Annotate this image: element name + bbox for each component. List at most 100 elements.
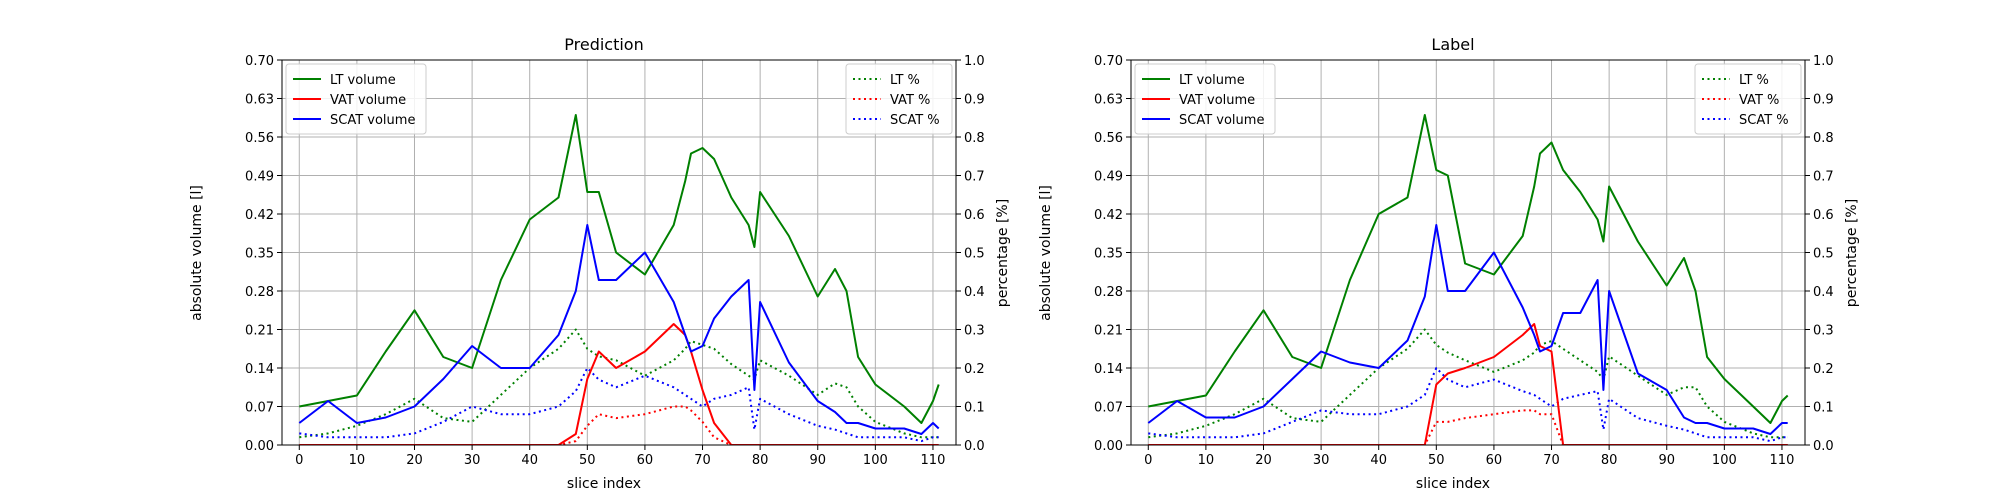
y-tick-label-right: 0.0 [964, 439, 985, 454]
x-tick-label: 60 [1486, 453, 1503, 468]
x-tick-label: 90 [1658, 453, 1675, 468]
y-tick-label-left: 0.21 [1094, 324, 1123, 339]
y-tick-label-left: 0.63 [1094, 93, 1123, 108]
legend-box [1134, 63, 1276, 135]
y-tick-label-left: 0.56 [1094, 131, 1123, 146]
x-tick-label: 90 [809, 453, 826, 468]
y-axis-title-left: absolute volume [l] [189, 185, 205, 321]
legend-box [845, 63, 953, 135]
legend-volume: LT volume VAT volume SCAT volume [1134, 63, 1276, 135]
y-tick-label-right: 0.4 [964, 285, 985, 300]
x-tick-label: 110 [1770, 453, 1795, 468]
y-tick-label-right: 0.9 [964, 93, 985, 108]
y-tick-label-left: 0.14 [1094, 362, 1123, 377]
y-tick-label-right: 0.7 [964, 170, 985, 185]
x-tick-label: 20 [406, 453, 423, 468]
y-tick-label-right: 0.7 [1813, 170, 1834, 185]
legend-box [1694, 63, 1802, 135]
legend-label: SCAT volume [330, 113, 415, 128]
legend-label: LT % [890, 73, 920, 88]
chart-panel-prediction: Prediction slice index absolute volume [… [189, 35, 1011, 492]
y-tick-label-right: 0.5 [1813, 247, 1834, 262]
series-line-lt [299, 328, 939, 439]
chart-title: Prediction [564, 35, 643, 54]
x-tick-label: 40 [1370, 453, 1387, 468]
legend-label: LT volume [330, 73, 396, 88]
y-tick-label-right: 0.8 [964, 131, 985, 146]
y-tick-label-left: 0.42 [1094, 208, 1123, 223]
x-tick-label: 40 [521, 453, 538, 468]
x-tick-label: 20 [1255, 453, 1272, 468]
y-tick-label-left: 0.70 [245, 54, 274, 69]
y-tick-label-left: 0.63 [245, 93, 274, 108]
legend-percentage: LT % VAT % SCAT % [845, 63, 953, 135]
series-line-scat-volume [298, 224, 940, 435]
x-axis-title: slice index [1416, 476, 1490, 492]
y-tick-label-left: 0.07 [1094, 401, 1123, 416]
x-tick-label: 70 [694, 453, 711, 468]
y-tick-label-right: 0.2 [964, 362, 985, 377]
y-axis-title-right: percentage [%] [1844, 199, 1860, 307]
x-tick-label: 10 [349, 453, 366, 468]
series-line-scat-volume [1147, 224, 1788, 435]
y-tick-label-right: 0.3 [964, 324, 985, 339]
y-tick-label-left: 0.56 [245, 131, 274, 146]
legend-volume: LT volume VAT volume SCAT volume [285, 63, 427, 135]
y-tick-label-left: 0.00 [1094, 439, 1123, 454]
x-tick-label: 0 [295, 453, 303, 468]
y-tick-label-left: 0.70 [1094, 54, 1123, 69]
y-tick-label-right: 0.9 [1813, 93, 1834, 108]
x-tick-label: 30 [1313, 453, 1330, 468]
legend-label: LT volume [1179, 73, 1245, 88]
x-tick-label: 0 [1144, 453, 1152, 468]
x-tick-label: 100 [1712, 453, 1737, 468]
y-tick-label-right: 0.2 [1813, 362, 1834, 377]
series-line-lt-volume [1148, 114, 1789, 424]
y-tick-label-left: 0.49 [1094, 170, 1123, 185]
chart-panel-label: Label slice index absolute volume [l] pe… [1038, 35, 1860, 492]
legend-label: VAT volume [1179, 93, 1255, 108]
y-tick-label-right: 0.1 [964, 401, 985, 416]
x-axis-title: slice index [567, 476, 641, 492]
legend-label: LT % [1739, 73, 1769, 88]
y-tick-label-left: 0.35 [1094, 247, 1123, 262]
y-axis-title-right: percentage [%] [995, 199, 1011, 307]
legend-label: SCAT % [1739, 113, 1789, 128]
y-tick-label-left: 0.14 [245, 362, 274, 377]
x-tick-label: 50 [579, 453, 596, 468]
y-tick-label-left: 0.35 [245, 247, 274, 262]
series-line-scat [299, 367, 939, 443]
legend-label: SCAT % [890, 113, 940, 128]
legend-label: VAT volume [330, 93, 406, 108]
series-lines [1147, 114, 1789, 445]
x-tick-label: 70 [1543, 453, 1560, 468]
series-lines [298, 114, 940, 445]
y-tick-label-left: 0.49 [245, 170, 274, 185]
legend-label: VAT % [1739, 93, 1779, 108]
x-tick-label: 110 [921, 453, 946, 468]
y-tick-label-right: 0.8 [1813, 131, 1834, 146]
y-tick-label-left: 0.28 [1094, 285, 1123, 300]
series-line-lt [1148, 328, 1788, 439]
x-tick-label: 50 [1428, 453, 1445, 468]
legend-label: SCAT volume [1179, 113, 1264, 128]
y-tick-label-right: 1.0 [1813, 54, 1834, 69]
y-tick-label-right: 0.5 [964, 247, 985, 262]
y-tick-label-right: 0.0 [1813, 439, 1834, 454]
y-tick-label-left: 0.28 [245, 285, 274, 300]
x-tick-label: 60 [637, 453, 654, 468]
y-tick-label-left: 0.07 [245, 401, 274, 416]
x-tick-label: 80 [752, 453, 769, 468]
y-tick-label-left: 0.00 [245, 439, 274, 454]
y-tick-label-right: 0.4 [1813, 285, 1834, 300]
series-line-vat-volume [1148, 323, 1788, 445]
y-tick-label-left: 0.42 [245, 208, 274, 223]
x-tick-label: 10 [1198, 453, 1215, 468]
plot-frame [1130, 59, 1806, 446]
plot-frame [281, 59, 957, 446]
y-tick-label-right: 1.0 [964, 54, 985, 69]
y-tick-label-right: 0.3 [1813, 324, 1834, 339]
y-tick-label-right: 0.6 [1813, 208, 1834, 223]
x-tick-label: 100 [863, 453, 888, 468]
